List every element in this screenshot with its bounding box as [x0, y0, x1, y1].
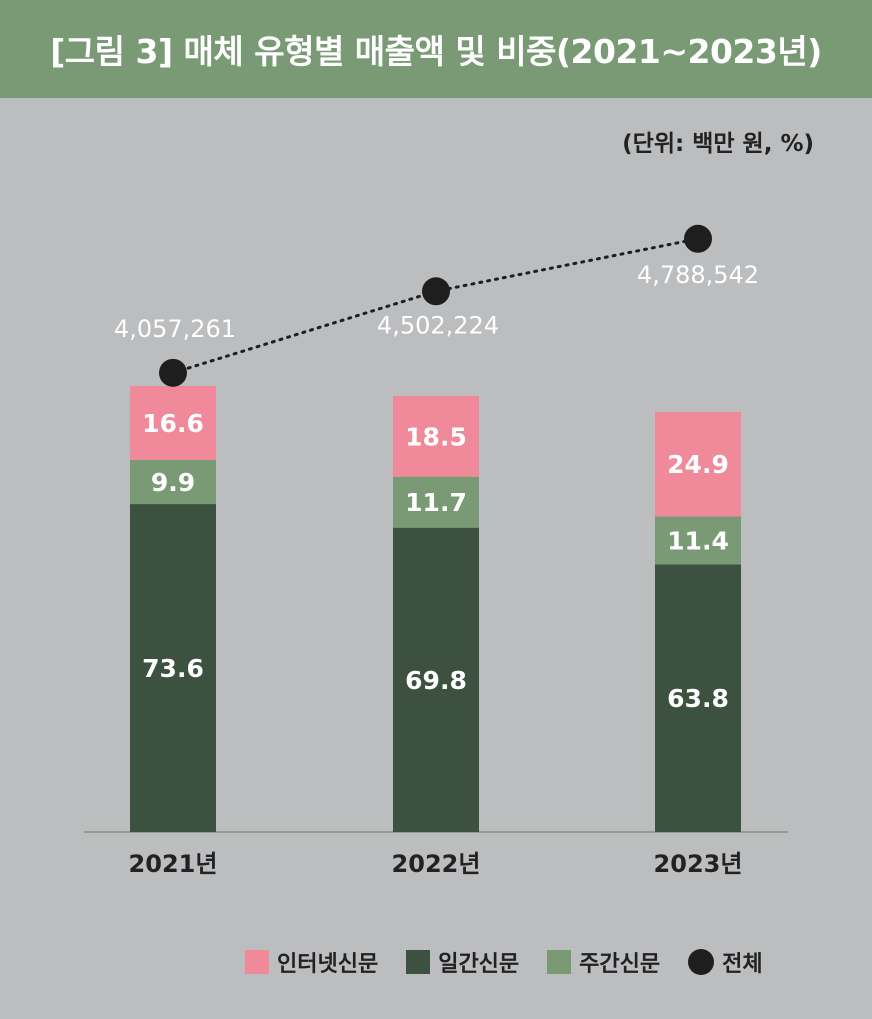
- bar-label-daily-1: 73.6: [142, 654, 204, 683]
- legend-item-internet: 인터넷신문: [245, 946, 378, 978]
- bar-label-daily-2: 69.8: [405, 666, 467, 695]
- bar-label-weekly-2: 11.7: [405, 488, 467, 517]
- bar-weekly-1: [130, 459, 216, 505]
- total-label-1: 4,057,261: [114, 315, 236, 343]
- legend-swatch-weekly: [547, 950, 572, 974]
- bar-label-internet-3: 24.9: [667, 450, 729, 479]
- bars-group: 73.6 9.9 16.6 69.8 11.7 18.5 63.8 11.4 24.9: [130, 386, 741, 832]
- bar-label-weekly-3: 11.4: [667, 526, 729, 555]
- x-tick-labels: 2021년 2022년 2023년: [129, 850, 743, 878]
- bar-internet-1: [130, 386, 216, 460]
- legend-swatch-internet: [245, 950, 269, 974]
- stacked-bar-chart: 73.6 9.9 16.6 69.8 11.7 18.5 63.8 11.4 24.9 4,05…: [84, 224, 788, 878]
- legend-marker-total: [688, 949, 715, 975]
- legend-label-weekly: 주간신문: [579, 952, 661, 977]
- x-tick-label-2: 2022년: [392, 850, 481, 878]
- total-line: [171, 237, 700, 375]
- unit-label: (단위: 백만 원, %): [622, 131, 814, 157]
- x-tick-label-1: 2021년: [129, 850, 218, 878]
- bar-daily-3: [655, 564, 741, 832]
- total-label-2: 4,502,224: [377, 311, 499, 339]
- legend-label-total: 전체: [722, 952, 763, 977]
- legend-item-daily: 일간신문: [406, 946, 519, 978]
- bar-label-internet-2: 18.5: [405, 422, 467, 451]
- total-line-group: 4,057,261 4,502,224 4,788,542: [114, 224, 759, 387]
- chart-header: [그림 3] 매체 유형별 매출액 및 비중(2021~2023년): [0, 0, 872, 98]
- bar-label-internet-1: 16.6: [142, 409, 204, 438]
- total-point-1: [159, 358, 187, 387]
- bar-daily-1: [130, 504, 216, 832]
- bar-weekly-3: [655, 516, 741, 565]
- legend-item-weekly: 주간신문: [547, 946, 660, 978]
- bar-internet-3: [655, 412, 741, 517]
- bar-label-weekly-1: 9.9: [151, 468, 195, 497]
- bar-daily-2: [393, 527, 479, 832]
- bar-label-daily-3: 63.8: [667, 684, 729, 713]
- bar-weekly-2: [393, 476, 479, 528]
- x-tick-label-3: 2023년: [654, 850, 743, 878]
- legend: 인터넷신문 일간신문 주간신문 전체: [245, 946, 763, 978]
- legend-item-total: 전체: [688, 946, 763, 978]
- legend-label-internet: 인터넷신문: [277, 952, 379, 977]
- total-label-3: 4,788,542: [637, 261, 759, 289]
- legend-label-daily: 일간신문: [438, 952, 520, 977]
- total-point-3: [684, 224, 712, 253]
- legend-swatch-daily: [406, 950, 431, 974]
- chart-title: [그림 3] 매체 유형별 매출액 및 비중(2021~2023년): [50, 32, 822, 71]
- total-point-2: [422, 277, 450, 306]
- bar-internet-2: [393, 396, 479, 477]
